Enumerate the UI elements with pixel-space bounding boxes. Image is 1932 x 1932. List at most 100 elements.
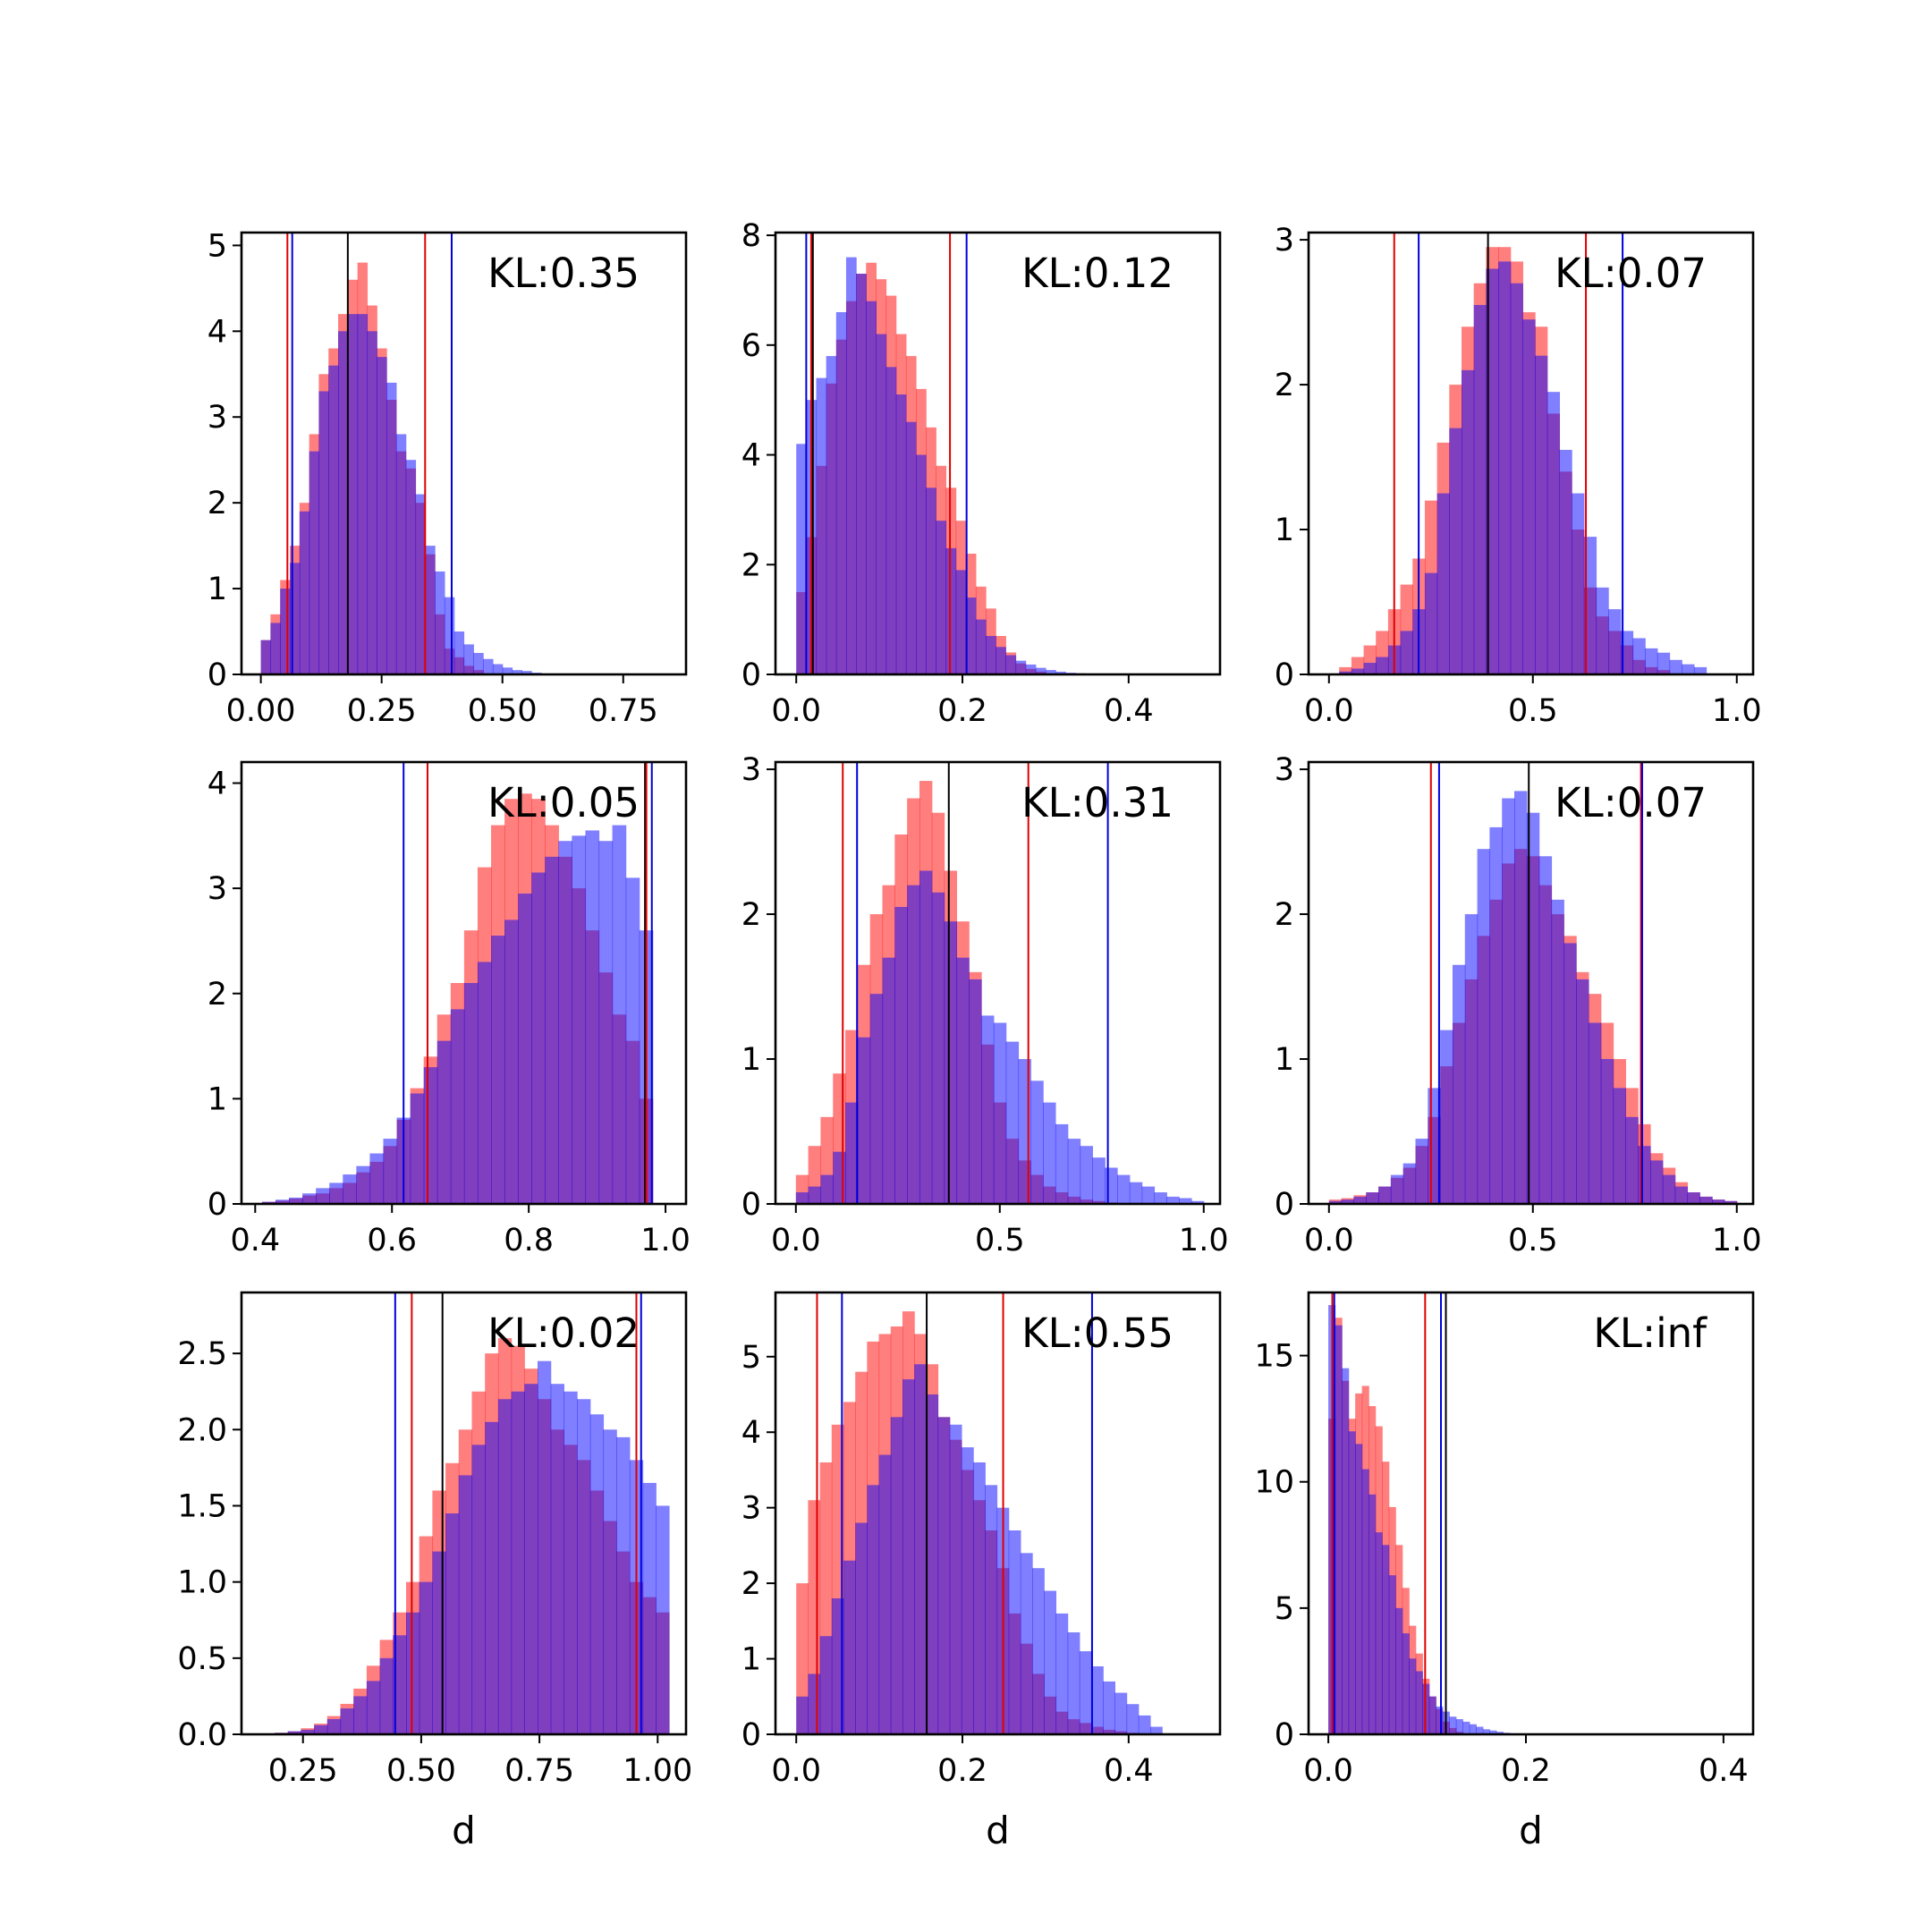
y-tick-label: 0 xyxy=(741,1717,761,1753)
y-tick-label: 0.5 xyxy=(177,1641,227,1677)
y-tick-label: 2.5 xyxy=(177,1336,227,1372)
blue-bar xyxy=(985,1485,998,1734)
blue-bar xyxy=(1455,1719,1463,1734)
blue-bar xyxy=(642,1482,657,1734)
blue-bar xyxy=(326,1718,342,1734)
blue-bar xyxy=(1018,1059,1031,1204)
plot-area xyxy=(796,1292,1163,1734)
blue-bar xyxy=(819,1636,833,1734)
blue-bar xyxy=(1378,1186,1392,1204)
y-tick-label: 1 xyxy=(208,572,227,607)
blue-histogram xyxy=(796,257,1087,674)
y-tick-label: 1 xyxy=(741,1642,761,1678)
blue-bar xyxy=(492,664,504,674)
blue-bar xyxy=(926,487,936,674)
blue-bar xyxy=(1699,1196,1713,1204)
plot-area xyxy=(1328,762,1738,1204)
blue-bar xyxy=(1522,319,1536,674)
blue-bar xyxy=(406,1612,420,1734)
subplot-9: 0.0 0.2 0.4 0 5 10 15 KL:inf d xyxy=(1254,1291,1755,1852)
blue-bar xyxy=(1613,1088,1626,1204)
blue-bar xyxy=(902,1379,915,1734)
x-tick-label: 0.25 xyxy=(347,693,417,729)
blue-bar xyxy=(366,1681,381,1734)
x-tick-label: 0.0 xyxy=(1303,1753,1353,1789)
blue-bar xyxy=(314,1724,328,1734)
blue-bar xyxy=(1055,1613,1069,1734)
y-tick-label: 10 xyxy=(1254,1465,1294,1501)
blue-bar xyxy=(301,1729,315,1734)
blue-bar xyxy=(961,1447,974,1734)
blue-bar xyxy=(1477,849,1491,1204)
blue-bar xyxy=(1596,587,1609,674)
blue-bar xyxy=(458,1475,473,1734)
red-bar xyxy=(1339,666,1352,674)
blue-bar xyxy=(1129,1182,1143,1204)
blue-bar xyxy=(347,314,359,674)
blue-bar xyxy=(1138,1715,1151,1734)
subplot-1: 0.00 0.25 0.50 0.75 0 1 2 3 4 5 KL:0.35 xyxy=(208,228,688,729)
blue-bar xyxy=(878,1454,892,1734)
blue-bar xyxy=(1382,1545,1390,1734)
blue-bar xyxy=(415,494,426,674)
blue-bar xyxy=(1436,1706,1444,1734)
blue-bar xyxy=(1498,261,1512,674)
blue-bar xyxy=(1055,671,1066,674)
y-tick-label: 2 xyxy=(741,897,761,933)
blue-bar xyxy=(1114,1692,1128,1734)
blue-bar xyxy=(1440,1030,1453,1204)
blue-bar xyxy=(973,1462,986,1734)
blue-bar xyxy=(485,1421,499,1734)
blue-bar xyxy=(537,1360,552,1734)
blue-bar xyxy=(1035,667,1046,674)
x-tick-label: 1.0 xyxy=(1179,1223,1229,1258)
blue-bar xyxy=(1486,268,1499,674)
blue-bar xyxy=(1650,1160,1664,1204)
blue-bar xyxy=(598,841,614,1204)
blue-bar xyxy=(518,894,532,1204)
plot-area xyxy=(1339,233,1707,674)
y-tick-label: 0 xyxy=(1275,657,1294,693)
blue-bar xyxy=(1092,1157,1106,1204)
blue-bar xyxy=(1600,1059,1614,1204)
blue-bar xyxy=(855,1522,868,1734)
blue-bar xyxy=(1409,1658,1417,1734)
subplot-3: 0.0 0.5 1.0 0 1 2 3 KL:0.07 xyxy=(1275,223,1762,729)
blue-bar xyxy=(1638,1146,1651,1204)
blue-bar xyxy=(1091,1666,1104,1734)
blue-bar xyxy=(1015,660,1027,674)
blue-bar xyxy=(1496,1732,1504,1734)
blue-bar xyxy=(956,957,970,1204)
blue-bar xyxy=(1353,1196,1367,1204)
blue-bar xyxy=(435,571,445,674)
blue-bar xyxy=(937,1417,951,1734)
x-tick-label: 0.5 xyxy=(1508,1223,1558,1258)
x-tick-label: 0.5 xyxy=(975,1223,1025,1258)
blue-bar xyxy=(423,1067,438,1204)
blue-bar xyxy=(1388,1575,1396,1734)
x-axis-label: d xyxy=(1519,1809,1543,1852)
blue-bar xyxy=(919,870,933,1204)
blue-histogram xyxy=(795,870,1205,1204)
blue-bar xyxy=(473,653,484,674)
x-axis-label: d xyxy=(452,1809,476,1852)
blue-bar xyxy=(1376,657,1389,674)
blue-bar xyxy=(1669,659,1682,674)
x-tick-label: 0.00 xyxy=(226,693,296,729)
y-tick-label: 5 xyxy=(208,228,227,264)
y-tick-label: 1.5 xyxy=(177,1488,227,1524)
blue-bar xyxy=(1724,1200,1738,1204)
subplot-2: 0.0 0.2 0.4 0 2 4 6 8 KL:0.12 xyxy=(741,218,1222,729)
blue-bar xyxy=(1032,1568,1045,1734)
blue-bar xyxy=(1464,914,1479,1204)
x-tick-label: 1.00 xyxy=(623,1753,692,1789)
blue-bar xyxy=(1572,493,1585,674)
subplot-6: 0.0 0.5 1.0 0 1 2 3 KL:0.07 xyxy=(1275,752,1762,1258)
x-tick-label: 0.2 xyxy=(1501,1753,1551,1789)
y-tick-label: 2 xyxy=(208,977,227,1013)
blue-bar xyxy=(895,394,907,674)
blue-bar xyxy=(585,830,600,1204)
blue-bar xyxy=(856,274,867,674)
blue-bar xyxy=(379,1657,394,1734)
